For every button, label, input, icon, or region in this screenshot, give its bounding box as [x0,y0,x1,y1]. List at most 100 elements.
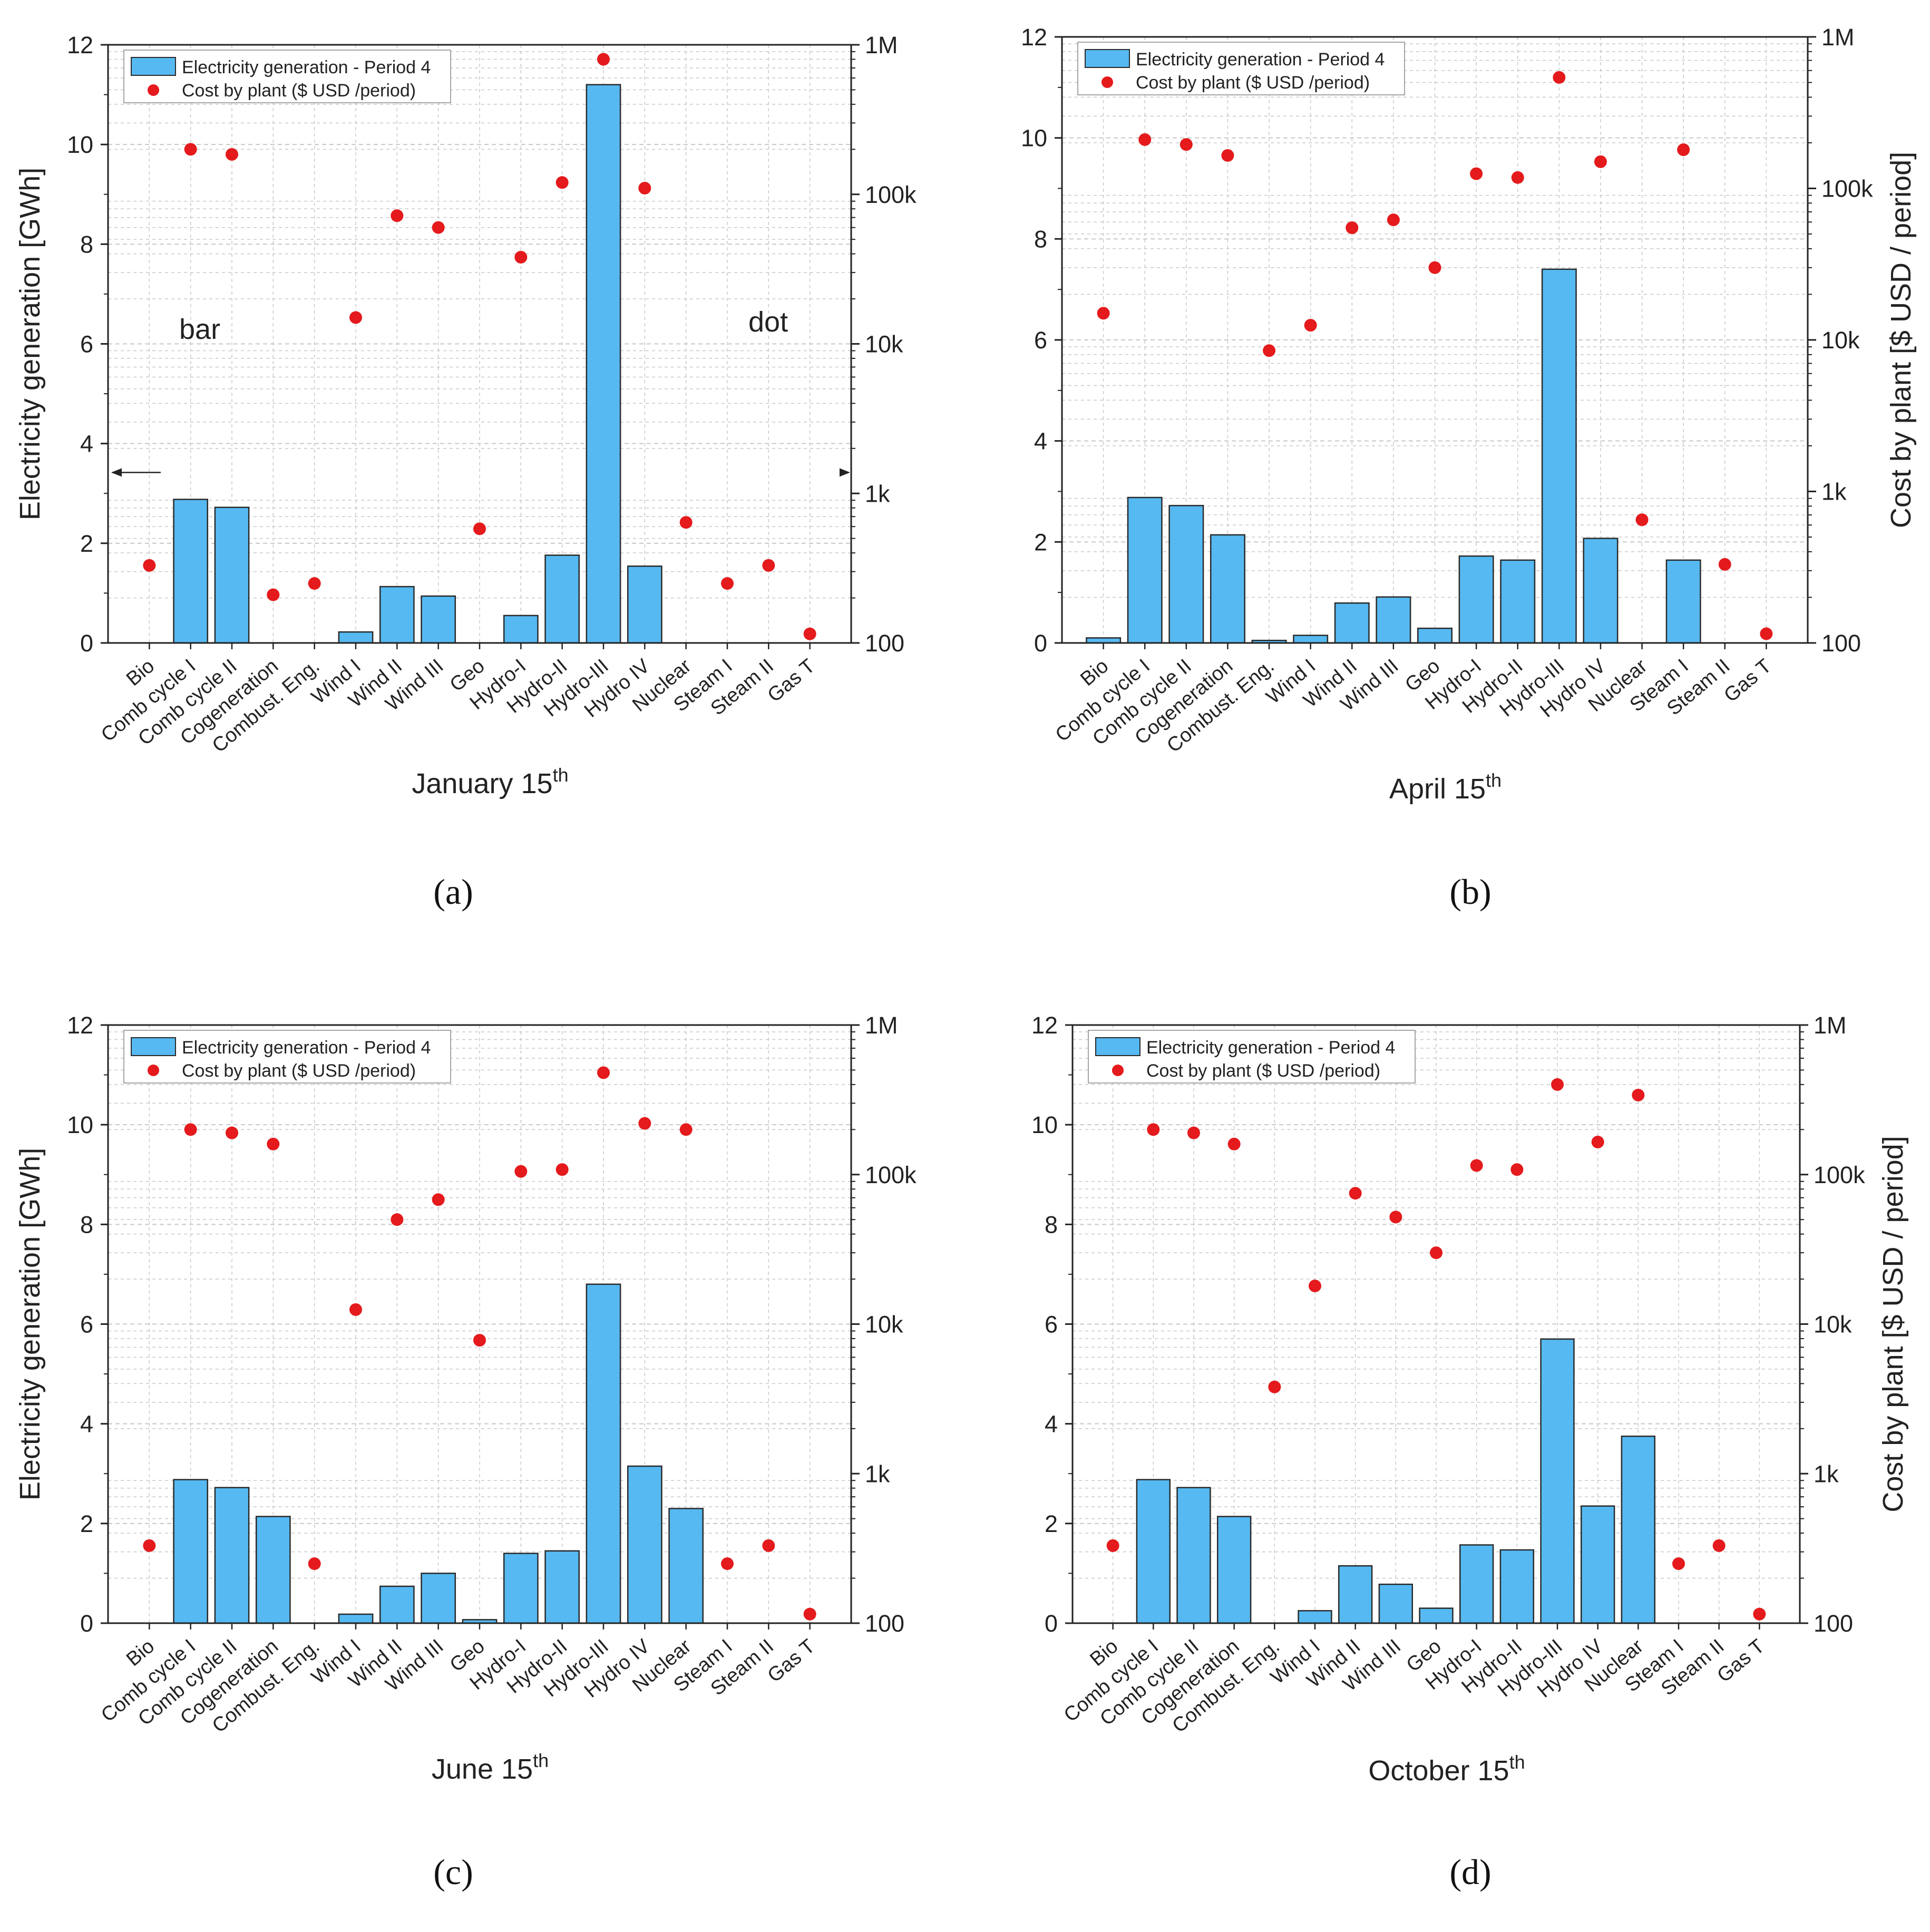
dot-Hydro IV [638,1117,651,1130]
dot-Comb cycle I [1138,133,1152,146]
x-axis-title-sup: th [1486,769,1502,791]
bar-Hydro-III [586,1283,621,1624]
left-tick-label: 12 [1031,1012,1058,1039]
bar-Hydro-II [544,554,580,644]
bar-Hydro-I [503,1553,539,1624]
bar-Hydro IV [627,565,662,644]
dot-Steam II [762,1539,775,1552]
left-tick-label: 8 [1045,1211,1058,1238]
legend-dot-swatch [1112,1065,1124,1076]
dot-Combust. Eng. [308,1557,321,1570]
dot-Wind I [349,311,362,324]
note-dot: dot [748,306,788,338]
right-axis-arrowhead [840,468,850,477]
right-tick-label: 10k [1814,1311,1852,1338]
right-tick-label: 10k [865,331,903,358]
dot-Wind I [349,1303,362,1316]
bar-Nuclear [1621,1436,1656,1624]
dot-Steam I [1677,143,1690,157]
dot-Steam II [1712,1539,1726,1552]
x-axis-title-sup: th [1509,1751,1525,1773]
dot-Steam II [1718,558,1731,571]
panel-caption: (a) [433,872,473,912]
left-axis-title: Electricity generation [GWh] [14,168,46,520]
legend-box [123,1030,451,1084]
bar-Hydro-II [544,1550,580,1624]
dot-Steam I [1672,1557,1685,1570]
dot-Hydro IV [1591,1136,1604,1149]
bar-Wind II [379,586,415,644]
dot-Combust. Eng. [1263,344,1276,357]
bar-Hydro-II [1500,559,1536,644]
bar-Hydro-III [1540,1338,1575,1624]
dot-Steam I [721,1557,734,1570]
bar-Comb cycle I [1127,496,1163,644]
right-tick-label: 1k [1814,1460,1839,1487]
dot-Wind III [432,1193,445,1206]
left-tick-label: 8 [80,1211,93,1238]
dot-Nuclear [679,516,693,529]
dot-Cogeneration [1221,149,1234,162]
dot-Hydro-I [1470,1159,1483,1172]
x-axis-title-main: January 15 [412,768,552,799]
category-label: Gas T [764,1635,820,1687]
bar-Wind III [421,1573,456,1624]
right-tick-label: 100 [1821,630,1861,657]
dot-Hydro-III [1551,1078,1564,1091]
left-tick-label: 2 [1034,529,1047,555]
bar-Wind II [1338,1565,1373,1624]
left-tick-label: 12 [67,1012,93,1039]
dot-Hydro-I [514,250,528,264]
right-tick-label: 1M [865,1012,898,1039]
dot-Gas T [803,1607,816,1621]
left-tick-label: 2 [80,1510,93,1537]
dot-Bio [143,1539,156,1552]
x-axis-title-main: October 15 [1368,1755,1509,1787]
dot-Comb cycle I [184,1123,197,1136]
left-tick-label: 2 [1045,1510,1058,1537]
dot-Wind II [391,209,404,222]
dot-Nuclear [1632,1088,1645,1101]
legend-bar-label: Electricity generation - Period 4 [1146,1038,1395,1058]
right-tick-label: 100 [865,1610,904,1637]
right-tick-label: 100k [1821,175,1873,202]
right-tick-label: 1k [865,1460,890,1487]
dot-Comb cycle II [1187,1126,1200,1139]
bar-Wind I [1298,1610,1332,1624]
dot-Geo [1428,261,1441,274]
bar-Comb cycle II [214,1487,250,1624]
left-tick-label: 4 [80,431,93,457]
bar-Hydro-III [1541,268,1577,644]
left-tick-label: 4 [1045,1411,1058,1438]
right-tick-label: 100k [865,181,917,208]
bar-Cogeneration [1216,1516,1252,1624]
dot-Hydro-II [1510,1163,1524,1176]
right-tick-label: 100k [1814,1162,1865,1188]
x-axis-title: October 15th [1368,1751,1525,1787]
legend-bar-swatch [131,57,176,76]
left-tick-label: 10 [67,1111,93,1138]
dot-Comb cycle I [184,143,197,156]
left-axis-arrowhead [111,468,122,477]
x-axis-title-sup: th [533,1750,549,1771]
dot-Hydro-I [1470,167,1483,180]
right-tick-label: 100 [1814,1610,1853,1637]
bar-Hydro-I [1459,1544,1494,1624]
right-tick-label: 1k [1821,479,1847,505]
category-label: Gas T [1720,655,1776,707]
left-tick-label: 6 [1045,1311,1058,1338]
dot-Geo [473,522,486,535]
panel-caption: (c) [433,1852,473,1892]
bar-Comb cycle I [173,1479,209,1624]
legend-bar-label: Electricity generation - Period 4 [182,1038,431,1058]
legend-dot-swatch [148,1065,159,1076]
dot-Combust. Eng. [308,577,321,590]
dot-Hydro-III [597,53,610,66]
bar-Wind III [1378,1583,1414,1624]
bar-Geo [1417,627,1453,644]
dot-Bio [1097,307,1110,320]
